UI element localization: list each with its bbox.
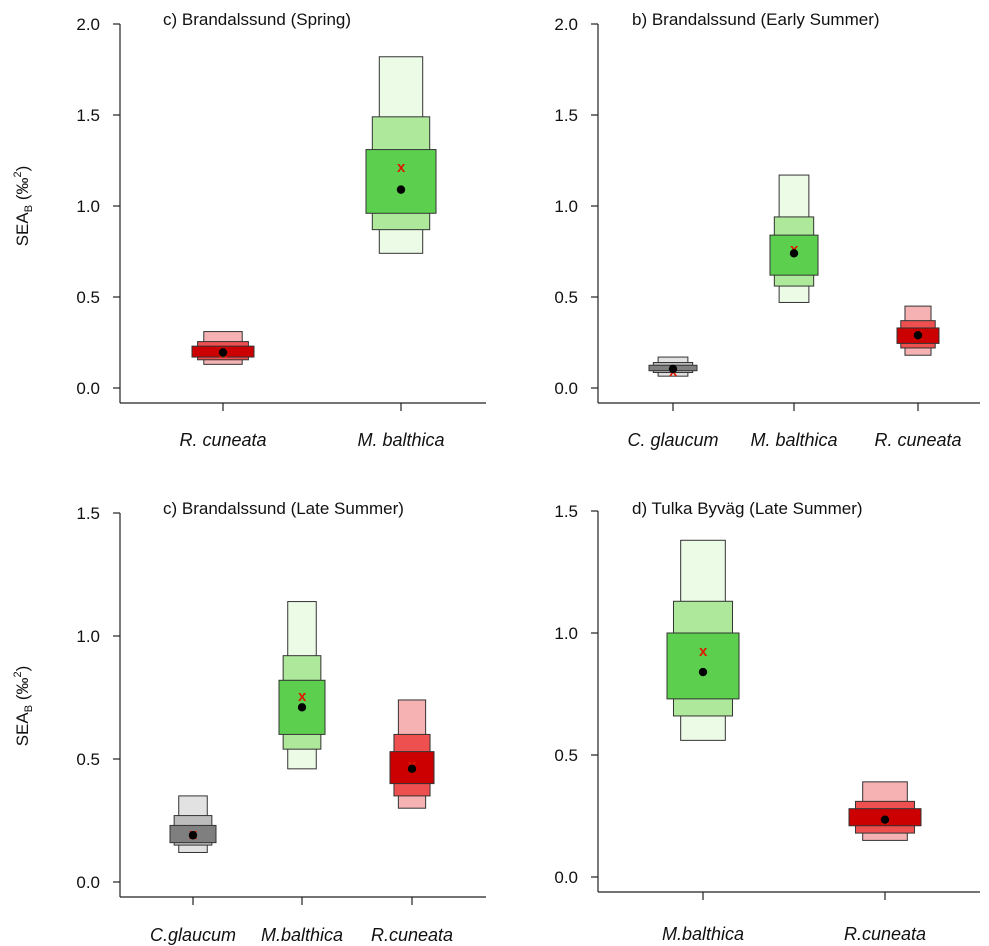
mode-point	[407, 764, 417, 774]
category-label: C.glaucum	[150, 925, 236, 945]
category-label: R. cuneata	[874, 430, 961, 450]
mode-point	[668, 364, 678, 374]
category-label: M. balthica	[750, 430, 837, 450]
y-tick-label: 1.0	[554, 197, 578, 216]
mode-point	[218, 348, 228, 357]
y-tick-label: 0.5	[76, 750, 100, 769]
panel-2: 0.0 0.5 1.0 1.5 2.0 b) Brandalssund (Early Su…	[554, 10, 980, 450]
panel-title: b) Brandalssund (Early Summer)	[632, 10, 880, 29]
mode-point	[297, 703, 307, 712]
box-ci50-green	[365, 149, 437, 214]
y-tick-label: 1.5	[76, 504, 100, 523]
mode-point	[698, 667, 708, 677]
y-tick-label: 1.0	[554, 624, 578, 643]
y-axis-label: SEAB (‰2)	[12, 666, 35, 747]
y-tick-label: 2.0	[554, 15, 578, 34]
y-tick-label: 1.0	[76, 627, 100, 646]
panel-title: c) Brandalssund (Late Summer)	[163, 499, 404, 518]
ml-estimate-marker: x	[397, 159, 406, 176]
mode-point	[913, 331, 923, 340]
y-tick-label: 0.5	[76, 288, 100, 307]
y-tick-label: 0.5	[554, 288, 578, 307]
panel-3: 0.0 0.5 1.0 1.5 c) Brandalssund (Late Summer…	[12, 499, 486, 945]
panel-title: d) Tulka Byväg (Late Summer)	[632, 499, 863, 518]
y-axis-label: SEAB (‰2)	[12, 166, 35, 247]
y-tick-label: 0.0	[554, 868, 578, 887]
mode-point	[396, 185, 406, 194]
y-tick-label: 0.0	[76, 873, 100, 892]
category-label: M.balthica	[662, 924, 744, 944]
ml-estimate-marker: x	[699, 643, 708, 660]
category-label: M.balthica	[261, 925, 343, 945]
category-label: M. balthica	[357, 430, 444, 450]
panel-1: 0.0 0.5 1.0 1.5 2.0 c) Brandalssund (Spring) S…	[12, 10, 486, 450]
category-label: C. glaucum	[627, 430, 718, 450]
y-tick-label: 0.0	[554, 379, 578, 398]
y-tick-label: 0.5	[554, 746, 578, 765]
category-label: R. cuneata	[179, 430, 266, 450]
panel-4: 0.0 0.5 1.0 1.5 d) Tulka Byväg (Late Summer)…	[554, 499, 980, 944]
y-tick-label: 1.0	[76, 197, 100, 216]
ml-estimate-marker: x	[298, 688, 307, 705]
y-tick-label: 1.5	[554, 106, 578, 125]
category-label: R.cuneata	[844, 924, 926, 944]
category-label: R.cuneata	[371, 925, 453, 945]
y-tick-label: 1.5	[554, 502, 578, 521]
mode-point	[188, 831, 198, 840]
mode-point	[880, 815, 890, 824]
y-tick-label: 2.0	[76, 15, 100, 34]
y-tick-label: 1.5	[76, 106, 100, 125]
mode-point	[789, 249, 799, 258]
panel-title: c) Brandalssund (Spring)	[163, 10, 351, 29]
y-tick-label: 0.0	[76, 379, 100, 398]
box-ci50-green	[666, 632, 740, 700]
